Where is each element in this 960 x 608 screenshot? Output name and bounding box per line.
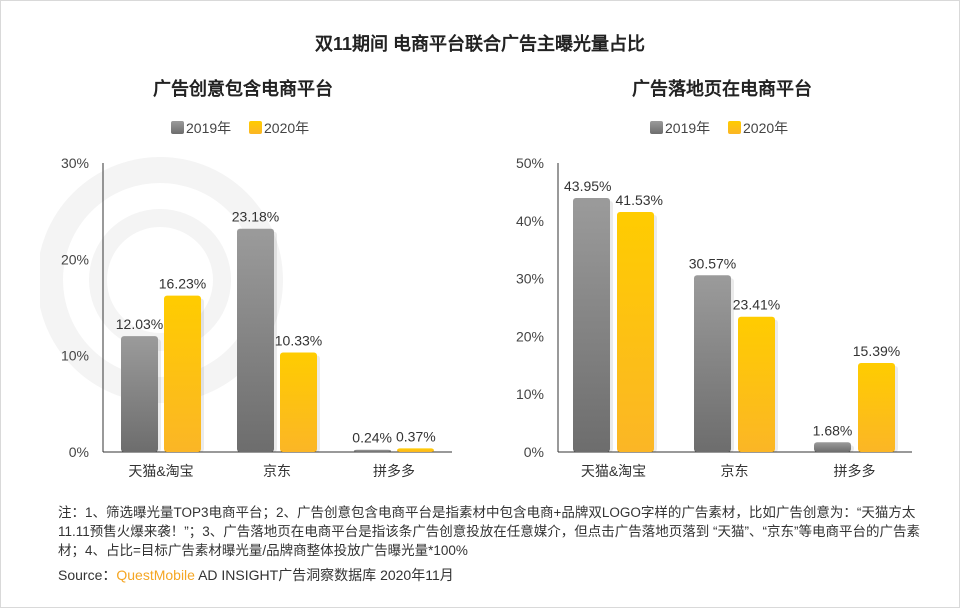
data-label: 0.37% [396, 428, 436, 444]
bar-2020 [858, 363, 895, 452]
bar-2019 [694, 275, 731, 452]
charts: 广告创意包含电商平台 2019年 2020年 0% 10% 20% 30% 12.03% 16.… [61, 78, 912, 479]
y-tick-label: 50% [516, 155, 544, 171]
legend-swatch-0 [171, 121, 184, 134]
y-tick-label: 0% [69, 444, 89, 460]
source-text: AD INSIGHT广告洞察数据库 2020年11月 [194, 567, 454, 583]
data-label: 43.95% [564, 178, 611, 194]
bar-2019 [354, 449, 391, 452]
y-tick-label: 20% [61, 251, 89, 267]
y-tick-label: 30% [61, 155, 89, 171]
legend-label-0: 2019年 [186, 120, 231, 136]
data-label: 1.68% [813, 422, 853, 438]
data-label: 41.53% [616, 192, 663, 208]
data-label: 23.41% [733, 297, 780, 313]
y-tick-label: 40% [516, 213, 544, 229]
y-tick-label: 10% [516, 386, 544, 402]
legend-label-1: 2020年 [264, 120, 309, 136]
data-label: 15.39% [853, 343, 900, 359]
source-line: Source：QuestMobile AD INSIGHT广告洞察数据库 202… [58, 566, 943, 584]
legend-swatch-1 [728, 121, 741, 134]
data-label: 0.24% [352, 430, 392, 446]
data-label: 12.03% [116, 316, 163, 332]
chart-title: 广告落地页在电商平台 [632, 78, 812, 99]
y-tick-label: 10% [61, 348, 89, 364]
y-tick-label: 0% [524, 444, 544, 460]
bar-2020 [617, 211, 654, 452]
legend-swatch-0 [650, 121, 663, 134]
bar-2019 [814, 442, 851, 452]
x-tick-label: 天猫&淘宝 [581, 463, 646, 479]
legend-label-0: 2019年 [665, 120, 710, 136]
bar-2020 [164, 295, 201, 452]
x-tick-label: 天猫&淘宝 [128, 463, 193, 479]
source-brand: QuestMobile [116, 567, 195, 583]
legend-swatch-1 [249, 121, 262, 134]
source-label: Source： [58, 567, 117, 583]
page-title: 双11期间 电商平台联合广告主曝光量占比 [314, 34, 646, 54]
bar-2019 [573, 197, 610, 452]
x-tick-label: 拼多多 [834, 463, 876, 479]
x-tick-label: 京东 [263, 463, 291, 479]
footer: 注：1、筛选曝光量TOP3电商平台；2、广告创意包含电商平台是指素材中包含电商+… [58, 503, 943, 584]
data-label: 16.23% [159, 276, 206, 292]
legend-label-1: 2020年 [743, 120, 788, 136]
data-label: 10.33% [275, 332, 322, 348]
chart-title: 广告创意包含电商平台 [153, 78, 333, 99]
x-tick-label: 京东 [721, 463, 749, 479]
y-tick-label: 20% [516, 328, 544, 344]
bar-2019 [237, 228, 274, 452]
bar-2019 [121, 336, 158, 452]
bar-2020 [397, 448, 434, 452]
data-label: 30.57% [689, 255, 736, 271]
bar-2020 [738, 316, 775, 452]
y-tick-label: 30% [516, 271, 544, 287]
data-label: 23.18% [232, 209, 279, 225]
bar-2020 [280, 352, 317, 452]
footnote: 注：1、筛选曝光量TOP3电商平台；2、广告创意包含电商平台是指素材中包含电商+… [58, 505, 921, 558]
x-tick-label: 拼多多 [373, 463, 415, 479]
